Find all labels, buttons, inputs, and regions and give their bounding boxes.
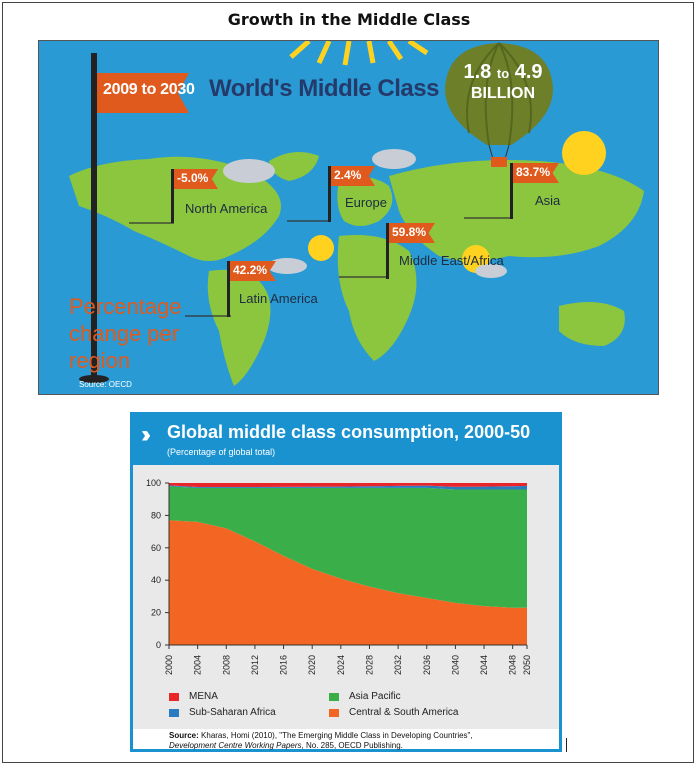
subtitle-line: region bbox=[69, 348, 131, 373]
stray-mark bbox=[566, 738, 567, 752]
x-tick-label: 2036 bbox=[422, 655, 432, 675]
region-label-north-america: North America bbox=[185, 201, 268, 216]
range-end: 4.9 bbox=[514, 61, 543, 83]
legend-label: MENA bbox=[189, 691, 218, 702]
chart-title: Global middle class consumption, 2000-50 bbox=[167, 422, 531, 442]
legend-swatch bbox=[329, 693, 339, 701]
x-tick-label: 2020 bbox=[307, 655, 317, 675]
range-start: 1.8 bbox=[463, 61, 492, 83]
x-tick-label: 2012 bbox=[250, 655, 260, 675]
area-series-asia-pacific bbox=[169, 486, 527, 608]
chevron-right-icon: ›› bbox=[141, 421, 151, 448]
y-tick-label: 40 bbox=[151, 575, 161, 585]
infographic-source: Source: OECD bbox=[79, 380, 132, 389]
x-tick-label: 2028 bbox=[364, 655, 374, 675]
x-tick-label: 2040 bbox=[450, 655, 460, 675]
infographic-subtitle: Percentage change per region bbox=[69, 293, 239, 374]
x-tick-label: 2008 bbox=[221, 655, 231, 675]
region-change: 59.8% bbox=[392, 225, 427, 239]
hot-air-balloon-icon bbox=[445, 42, 553, 167]
x-tick-label: 2004 bbox=[193, 655, 203, 675]
region-label-latin-america: Latin America bbox=[239, 291, 318, 306]
chart-source: Source: Kharas, Homi (2010), "The Emergi… bbox=[169, 731, 553, 751]
chart-subtitle: (Percentage of global total) bbox=[167, 447, 276, 457]
period-banner bbox=[97, 73, 189, 113]
legend-swatch bbox=[329, 709, 339, 717]
x-tick-label: 2050 bbox=[522, 655, 532, 675]
page-title: Growth in the Middle Class bbox=[227, 10, 471, 29]
chart-body: 0 20 40 60 80 100 2000 2004 2008 2012 2016 2020 2024… bbox=[133, 465, 559, 729]
x-tick-label: 2048 bbox=[508, 655, 518, 675]
x-tick-label: 2000 bbox=[164, 655, 174, 675]
region-change: -5.0% bbox=[177, 171, 209, 185]
flag-pole bbox=[91, 53, 97, 383]
period-banner-label: 2009 to 2030 bbox=[103, 81, 195, 98]
region-change: 2.4% bbox=[334, 168, 362, 182]
x-tick-label: 2032 bbox=[393, 655, 403, 675]
region-change: 83.7% bbox=[516, 165, 551, 179]
legend-label: Asia Pacific bbox=[349, 691, 401, 702]
middle-class-infographic: 2009 to 2030 World's Middle Class Growth… bbox=[38, 40, 659, 395]
y-tick-label: 60 bbox=[151, 543, 161, 553]
legend-label: Sub-Saharan Africa bbox=[189, 707, 276, 718]
x-tick-label: 2024 bbox=[336, 655, 346, 675]
source-tail: , No. 285, OECD Publishing. bbox=[301, 741, 403, 750]
source-publication: Development Centre Working Papers bbox=[169, 741, 302, 750]
area-series-sub-saharan-africa bbox=[169, 485, 527, 490]
y-tick-label: 20 bbox=[151, 608, 161, 618]
world-map-illustration bbox=[69, 41, 644, 386]
legend-swatch bbox=[169, 693, 179, 701]
x-tick-label: 2044 bbox=[479, 655, 489, 675]
region-label-europe: Europe bbox=[345, 195, 387, 210]
x-tick-label: 2016 bbox=[279, 655, 289, 675]
y-tick-label: 100 bbox=[146, 478, 161, 488]
source-label: Source: bbox=[169, 731, 199, 740]
chart-header: ›› Global middle class consumption, 2000… bbox=[133, 415, 559, 465]
region-change: 42.2% bbox=[233, 263, 268, 277]
y-tick-label: 0 bbox=[156, 640, 161, 650]
range-to: to bbox=[496, 66, 510, 81]
legend-swatch bbox=[169, 709, 179, 717]
region-label-asia: Asia bbox=[535, 193, 561, 208]
sunburst-icon bbox=[289, 41, 429, 66]
chart-legend: MENA Asia Pacific Sub-Saharan Africa Centra… bbox=[169, 691, 549, 723]
cloud-icon bbox=[223, 149, 507, 278]
subtitle-line: change per bbox=[69, 321, 180, 346]
legend-label: Central & South America bbox=[349, 707, 459, 718]
y-tick-label: 80 bbox=[151, 510, 161, 520]
flag-pole-base bbox=[79, 375, 109, 383]
consumption-chart: ›› Global middle class consumption, 2000… bbox=[130, 412, 562, 752]
area-series-central-south-america bbox=[169, 520, 527, 645]
source-text: Kharas, Homi (2010), "The Emerging Middl… bbox=[201, 731, 473, 740]
region-label-middle-east-africa: Middle East/Africa bbox=[399, 253, 504, 268]
area-series-mena bbox=[169, 483, 527, 488]
balloon-unit: BILLION bbox=[471, 85, 535, 102]
subtitle-line: Percentage bbox=[69, 294, 182, 319]
balloon-range: 1.8 to 4.9 bbox=[449, 61, 557, 84]
